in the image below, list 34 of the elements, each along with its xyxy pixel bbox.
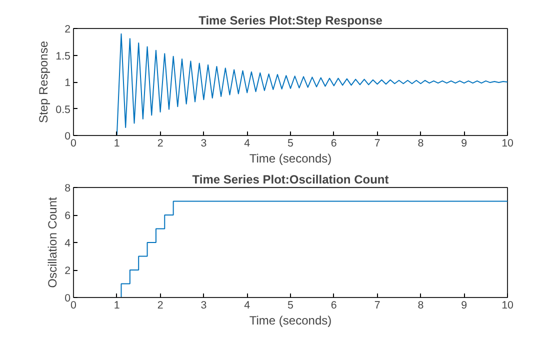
y-tick-label: 2 xyxy=(64,24,71,36)
y-tick-label: 0.5 xyxy=(56,104,71,116)
y-tick-label: 8 xyxy=(64,182,71,194)
chart-title: Time Series Plot:Oscillation Count xyxy=(192,172,389,186)
x-tick-label: 7 xyxy=(374,138,380,150)
y-tick-label: 4 xyxy=(64,238,71,250)
y-axis-title: Oscillation Count xyxy=(46,196,60,288)
y-axis-title: Step Response xyxy=(36,40,51,124)
x-tick-label: 6 xyxy=(330,300,337,312)
x-tick-label: 1 xyxy=(114,300,120,312)
x-tick-label: 10 xyxy=(502,138,514,150)
chart-title: Time Series Plot:Step Response xyxy=(198,14,383,28)
x-tick-label: 2 xyxy=(157,138,164,150)
x-tick-label: 4 xyxy=(244,138,250,150)
x-tick-label: 8 xyxy=(418,300,424,312)
x-tick-label: 6 xyxy=(330,138,337,150)
x-tick-label: 5 xyxy=(288,300,294,312)
x-tick-label: 10 xyxy=(502,300,514,312)
x-tick-label: 9 xyxy=(461,300,468,312)
y-tick-label: 6 xyxy=(64,210,71,222)
x-tick-label: 3 xyxy=(200,300,207,312)
x-tick-label: 8 xyxy=(418,138,424,150)
x-tick-label: 1 xyxy=(114,138,120,150)
x-tick-label: 3 xyxy=(200,138,207,150)
x-tick-label: 9 xyxy=(461,138,468,150)
x-axis-title: Time (seconds) xyxy=(249,314,332,328)
x-axis-title: Time (seconds) xyxy=(249,152,332,166)
x-tick-label: 5 xyxy=(288,138,294,150)
x-tick-label: 2 xyxy=(157,300,164,312)
y-tick-label: 1.5 xyxy=(56,50,71,62)
y-tick-label: 1 xyxy=(64,77,71,89)
y-tick-label: 2 xyxy=(64,265,71,277)
x-tick-label: 4 xyxy=(244,300,250,312)
x-tick-label: 7 xyxy=(374,300,380,312)
